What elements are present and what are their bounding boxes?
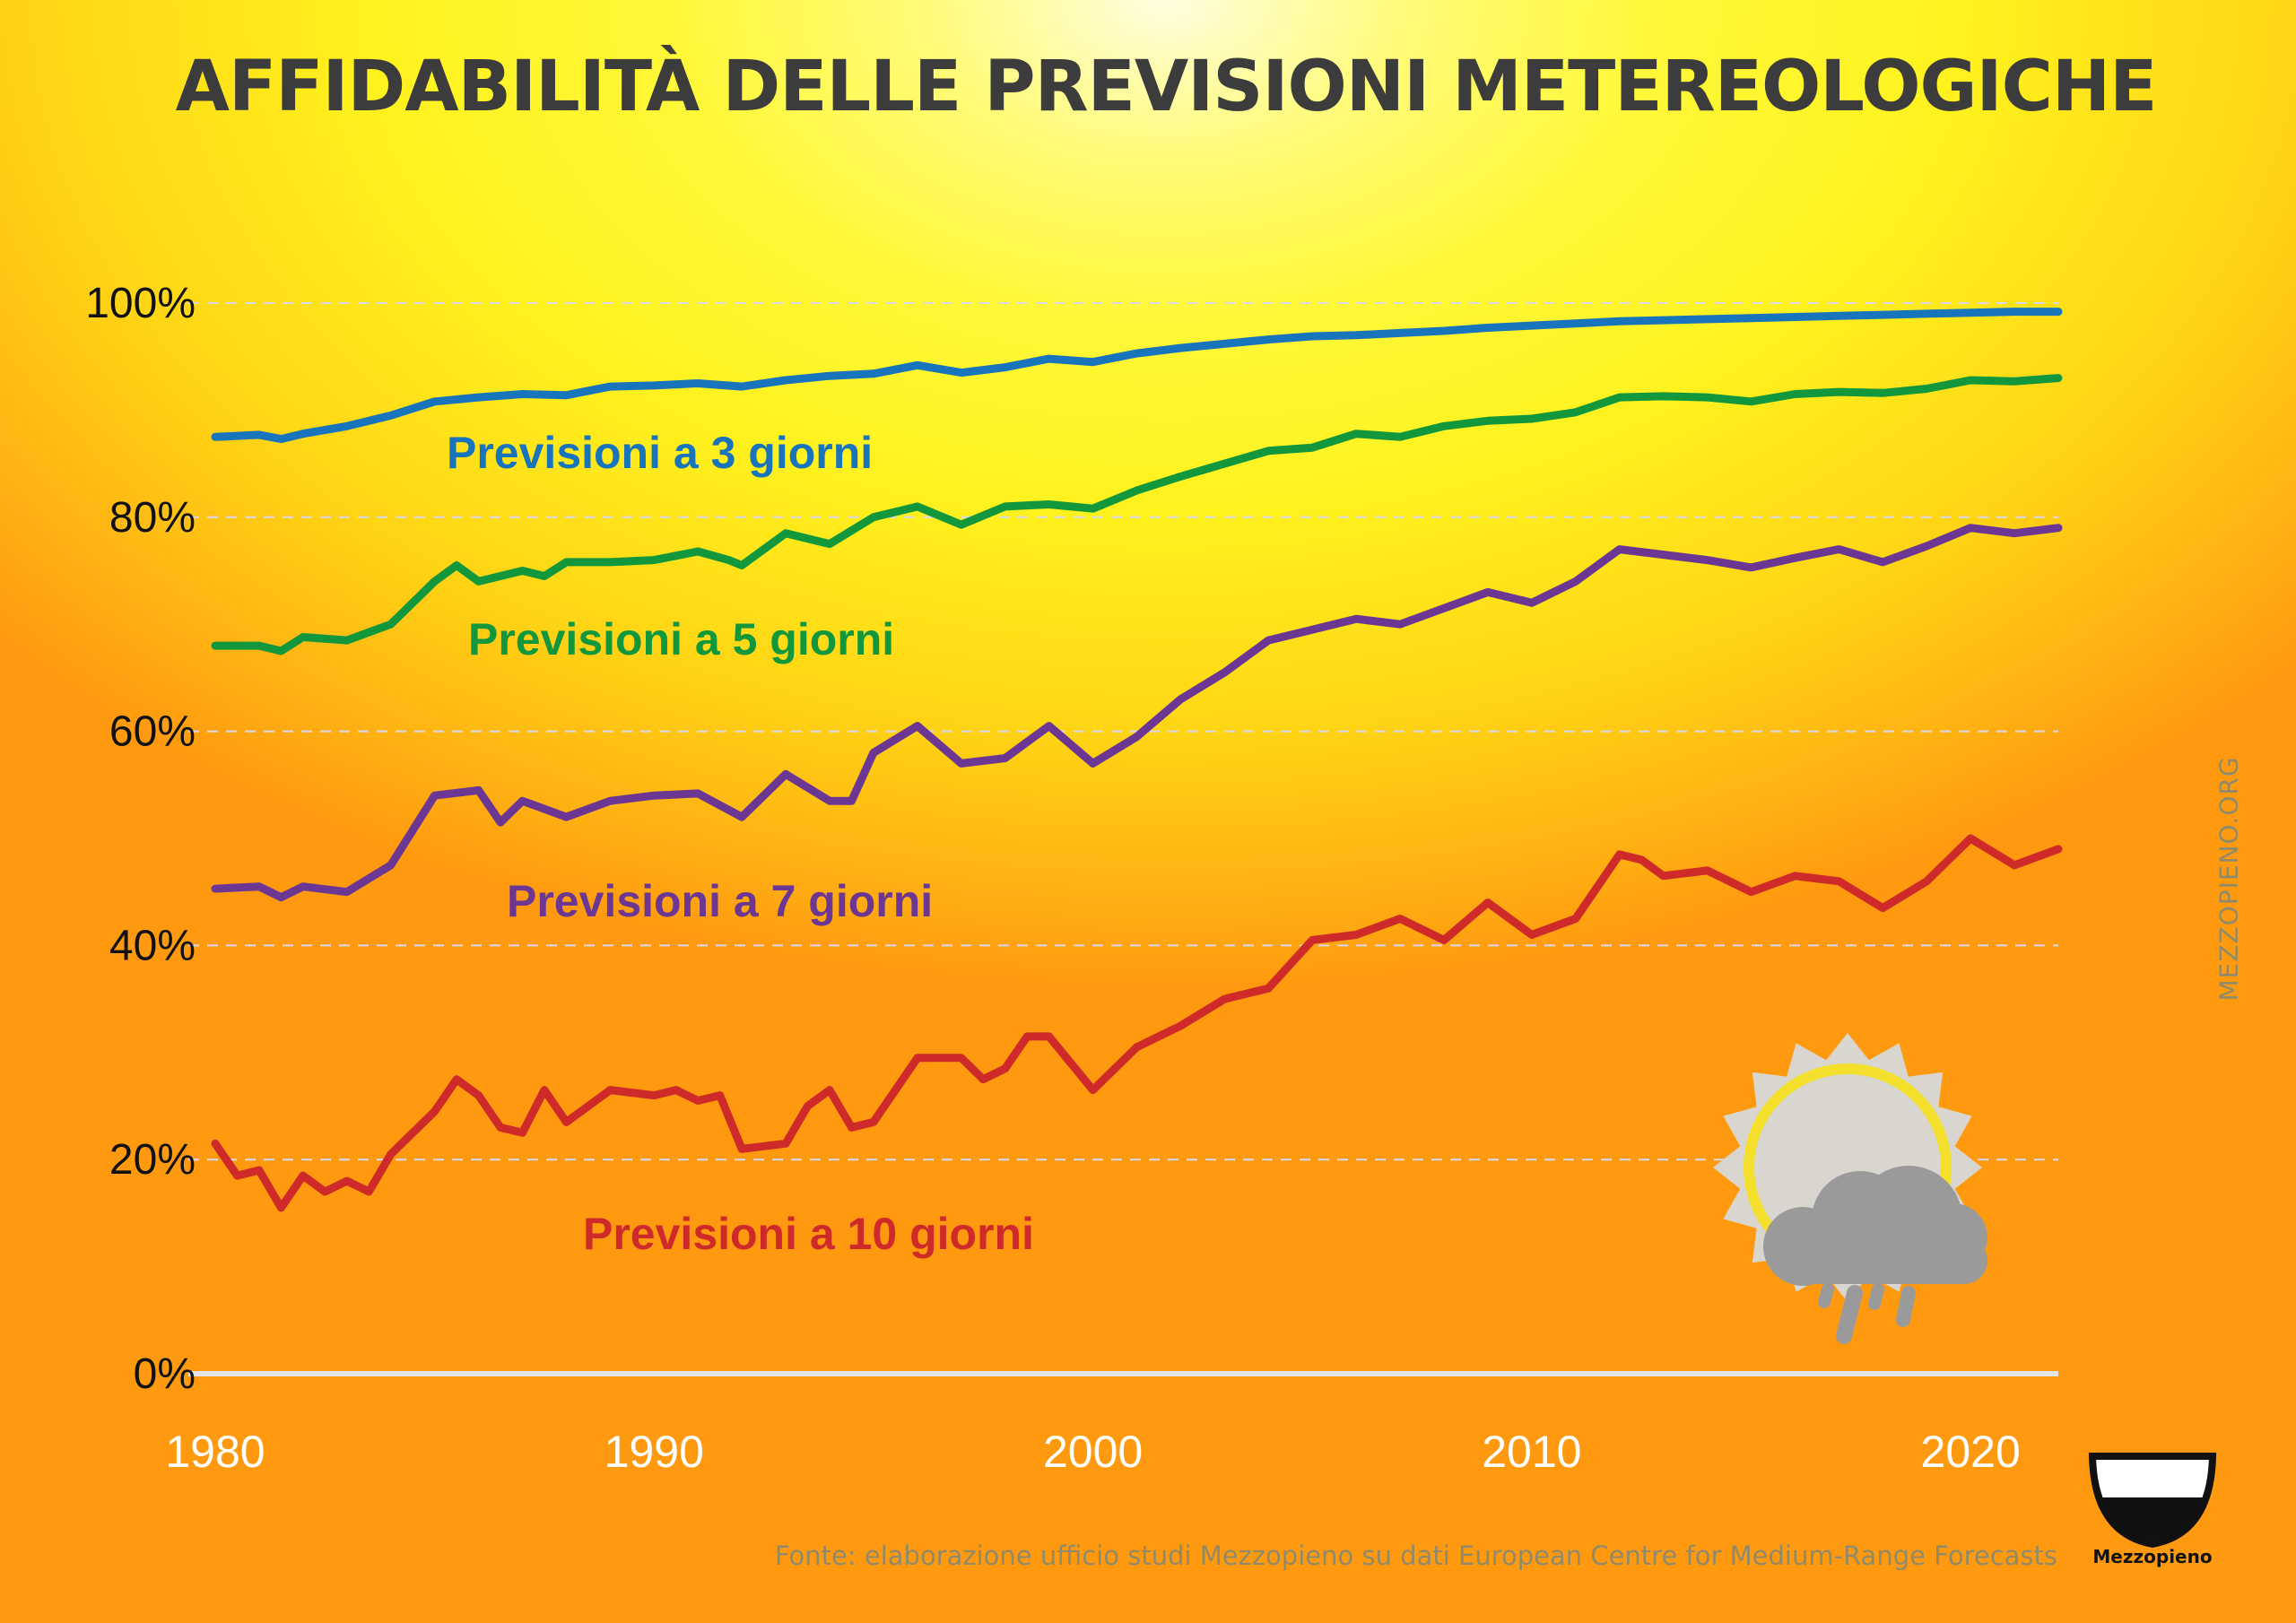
series-line: [211, 308, 2063, 444]
chart-title: AFFIDABILITÀ DELLE PREVISIONI METEREOLOG…: [175, 47, 2158, 127]
x-tick-label: 2010: [1482, 1427, 1581, 1477]
cloud: [1763, 1166, 1987, 1286]
y-tick-label: 0%: [134, 1350, 196, 1398]
series-lines: [211, 308, 2063, 1212]
x-tick-label: 2020: [1921, 1427, 2021, 1477]
y-tick-label: 60%: [109, 708, 196, 756]
half-full-glass-icon: [2088, 1453, 2217, 1549]
series-label: Previsioni a 3 giorni: [447, 428, 873, 478]
watermark: MEZZOPIENO.ORG: [2213, 756, 2244, 1002]
series-line: [211, 834, 2063, 1212]
series-line: [211, 374, 2063, 655]
x-axis-ticks: 1980 1990 2000 2010 2020: [165, 1427, 2020, 1477]
y-tick-label: 40%: [109, 922, 196, 969]
grid-lines: [188, 302, 2058, 1376]
x-tick-label: 1990: [604, 1427, 704, 1477]
rain-drops: [1818, 1283, 1916, 1344]
source-note: Fonte: elaborazione ufficio studi Mezzop…: [774, 1541, 2057, 1571]
sun-cloud-rain-icon: [1713, 1033, 1987, 1344]
y-axis-ticks: 0% 20% 40% 60% 80% 100%: [85, 280, 196, 1398]
x-tick-label: 2000: [1043, 1427, 1143, 1477]
y-tick-label: 100%: [85, 280, 196, 327]
x-tick-label: 1980: [165, 1427, 265, 1477]
series-label: Previsioni a 5 giorni: [468, 614, 894, 664]
series-label: Previsioni a 10 giorni: [583, 1209, 1034, 1259]
logo-text: Mezzopieno: [2092, 1546, 2213, 1567]
series-label: Previsioni a 7 giorni: [507, 876, 933, 926]
y-tick-label: 20%: [109, 1136, 196, 1184]
series-labels: Previsioni a 3 giorni Previsioni a 5 gior…: [447, 428, 1034, 1259]
y-tick-label: 80%: [109, 494, 196, 542]
series-line: [211, 524, 2063, 902]
